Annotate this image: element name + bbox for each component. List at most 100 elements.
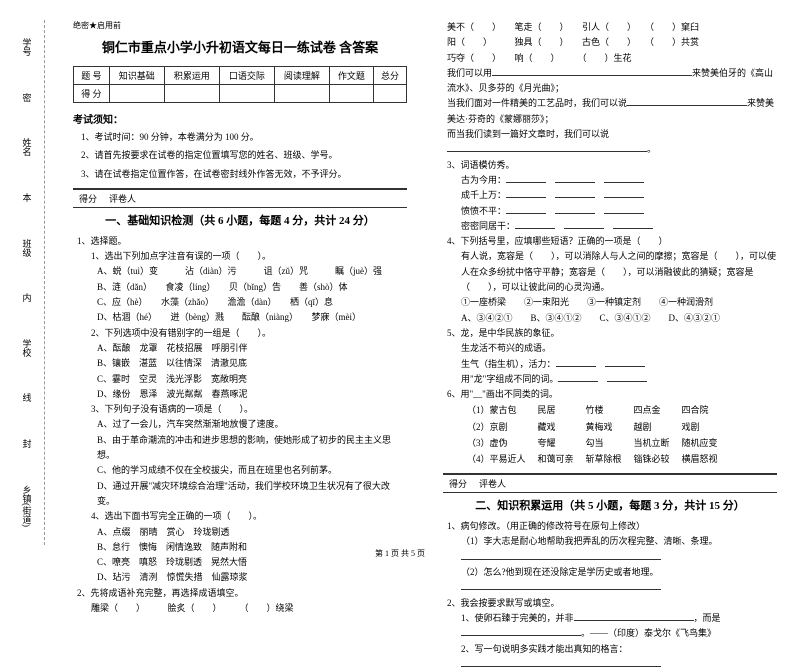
margin-label: 乡镇(街道) <box>21 480 34 532</box>
q-stem: 4、下列括号里，应填哪些短语？正确的一项是（ ） <box>447 234 777 249</box>
q-sub: 1、选出下列加点字注音有误的一项（ ）。 <box>91 249 407 264</box>
score-cell[interactable] <box>373 85 406 103</box>
q-option: C、霎时 空灵 浅光浮影 宽敞明亮 <box>97 372 407 387</box>
q-line: 成千上万： <box>461 188 777 203</box>
margin-mark: 密 <box>21 88 34 107</box>
blank[interactable] <box>461 580 661 590</box>
margin-label: 学号 <box>21 33 34 61</box>
word-row: （4）平易近人和蔼可亲斩草除根锱铢必较横眉怒视 <box>467 451 777 467</box>
score-table: 题 号 知识基础 积累运用 口语交际 阅读理解 作文题 总分 得 分 <box>73 66 407 103</box>
blank[interactable] <box>506 188 546 198</box>
blank-line[interactable] <box>461 580 777 595</box>
blank[interactable] <box>607 372 647 382</box>
fill-text: 当我们面对一件精美的工艺品时，我们可以说 <box>447 98 627 108</box>
binding-margin: 学号 密 姓名 本 班级 内 学校 线 封 乡镇(街道) <box>15 20 45 545</box>
blank[interactable] <box>555 204 595 214</box>
blank[interactable] <box>574 611 694 621</box>
blank[interactable] <box>461 626 581 636</box>
blank[interactable] <box>447 142 647 152</box>
word: 戏剧 <box>682 419 730 435</box>
q-option: D、缘份 恩泽 波光粼粼 春燕啄泥 <box>97 387 407 402</box>
blank[interactable] <box>506 204 546 214</box>
blank[interactable] <box>515 219 555 229</box>
q-options: ①一座桥梁 ②一束阳光 ③一种镇定剂 ④一种润滑剂 <box>461 295 777 310</box>
notice-item: 1、考试时间：90 分钟，本卷满分为 100 分。 <box>81 130 407 145</box>
word: 蒙古包 <box>490 402 538 418</box>
fill-line: 美不（ ） 笔走（ ） 引人（ ） （ ）窠臼 <box>447 20 777 35</box>
q-text: 生气（指生机），活力： <box>461 359 556 369</box>
blank[interactable] <box>605 357 645 367</box>
score-header: 题 号 <box>74 67 110 85</box>
margin-mark: 内 <box>21 288 34 307</box>
blank[interactable] <box>604 173 644 183</box>
word: 随机应变 <box>682 435 730 451</box>
blank[interactable] <box>604 188 644 198</box>
blank[interactable] <box>613 219 653 229</box>
score-cell[interactable] <box>329 85 373 103</box>
question-3: 3、词语模仿秀。 古为今用： 成千上万： 愤愤不平： 密密同居干： 4、下列括号… <box>447 158 777 326</box>
question-2: 2、先将成语补充完整，再选择成语填空。 雕梁（ ） 脍炙（ ） （ ）绕梁 <box>77 586 407 617</box>
q-text: 密密同居干： <box>461 221 515 231</box>
right-column: 美不（ ） 笔走（ ） 引人（ ） （ ）窠臼 阳（ ） 独具（ ） 古色（ ）… <box>435 20 785 545</box>
margin-label: 学校 <box>21 334 34 362</box>
score-header: 阅读理解 <box>274 67 329 85</box>
fill-line: 阳（ ） 独具（ ） 古色（ ） （ ）共赏 <box>447 35 777 50</box>
fill-line: 而当我们读到一篇好文章时，我们可以说。 <box>447 127 777 158</box>
q-option: D、枯涸（hé） 迸（bèng）溅 酝酿（niàng） 梦寐（mèi） <box>97 310 407 325</box>
scorer-label: 得分 <box>443 477 473 490</box>
blank[interactable] <box>564 219 604 229</box>
margin-label: 班级 <box>21 234 34 262</box>
q-option: A、酝酿 龙罩 花枝招展 呼朋引伴 <box>97 341 407 356</box>
question-1: 1、选择题。 1、选出下列加点字注音有误的一项（ ）。 A、蜕（tuì）变 沾（… <box>77 234 407 586</box>
blank[interactable] <box>627 96 747 106</box>
score-cell[interactable] <box>274 85 329 103</box>
blank[interactable] <box>556 357 596 367</box>
q-text: 2、写一句说明多实践才能出真知的格言： <box>461 644 628 654</box>
q-line: 生气（指生机），活力： <box>461 357 777 372</box>
margin-mark: 本 <box>21 188 34 207</box>
score-header: 总分 <box>373 67 406 85</box>
part2-title: 二、知识积累运用（共 5 小题，每题 3 分，共计 15 分） <box>443 497 777 513</box>
q-option: D、玷污 清洌 惊慌失措 仙露琼浆 <box>97 570 407 585</box>
blank[interactable] <box>461 657 661 667</box>
fill-line: 当我们面对一件精美的工艺品时，我们可以说来赞美美达·芬奇的《蒙娜丽莎》； <box>447 96 777 127</box>
margin-label: 姓名 <box>21 133 34 161</box>
word: 四点金 <box>634 402 682 418</box>
notice-item: 2、请首先按要求在试卷的指定位置填写您的姓名、班级、学号。 <box>81 148 407 163</box>
scorer-label: 得分 <box>73 192 103 205</box>
word: 藏戏 <box>538 419 586 435</box>
q-sub: 2、下列选项中没有错别字的一组是（ ）。 <box>91 326 407 341</box>
blank[interactable] <box>558 372 598 382</box>
scorer-box: 得分 评卷人 <box>443 473 777 493</box>
margin-mark: 线 <box>21 388 34 407</box>
q-line: 生龙活不苟兴的成语。 <box>461 341 777 356</box>
word: 黄梅戏 <box>586 419 634 435</box>
blank[interactable] <box>555 188 595 198</box>
score-cell[interactable] <box>109 85 164 103</box>
score-cell[interactable] <box>164 85 219 103</box>
scorer-label: 评卷人 <box>473 477 512 490</box>
word: 锱铢必较 <box>634 451 682 467</box>
word: 勾当 <box>586 435 634 451</box>
word: 夸耀 <box>538 435 586 451</box>
q-option: A、蜕（tuì）变 沾（diàn）污 诅（zǔ）咒 瞩（juè）强 <box>97 264 407 279</box>
q-stem: 3、词语模仿秀。 <box>447 158 777 173</box>
score-cell[interactable] <box>219 85 274 103</box>
q-text: ，而是 <box>694 613 721 623</box>
q-line: （2）怎么?他到现在还没除定是学历史或者地理。 <box>461 565 777 580</box>
score-header: 作文题 <box>329 67 373 85</box>
scorer-label: 评卷人 <box>103 192 142 205</box>
score-header: 知识基础 <box>109 67 164 85</box>
blank[interactable] <box>604 204 644 214</box>
exam-title: 铜仁市重点小学小升初语文每日一练试卷 含答案 <box>73 37 407 56</box>
blank[interactable] <box>555 173 595 183</box>
word-row: （1）蒙古包民居竹楼四点金四合院 <box>467 402 777 418</box>
word: 京剧 <box>490 419 538 435</box>
word-row: （3）虚伪夸耀勾当当机立断随机应变 <box>467 435 777 451</box>
score-header: 积累运用 <box>164 67 219 85</box>
blank[interactable] <box>506 173 546 183</box>
page-footer: 第 1 页 共 5 页 <box>0 548 800 559</box>
question-5: 5、龙，是中华民族的象征。 生龙活不苟兴的成语。 生气（指生机），活力： 用"龙… <box>447 326 777 387</box>
blank[interactable] <box>492 66 692 76</box>
q-choices: A、③④②① B、③④①② C、③④①② D、④③②① <box>461 311 777 326</box>
